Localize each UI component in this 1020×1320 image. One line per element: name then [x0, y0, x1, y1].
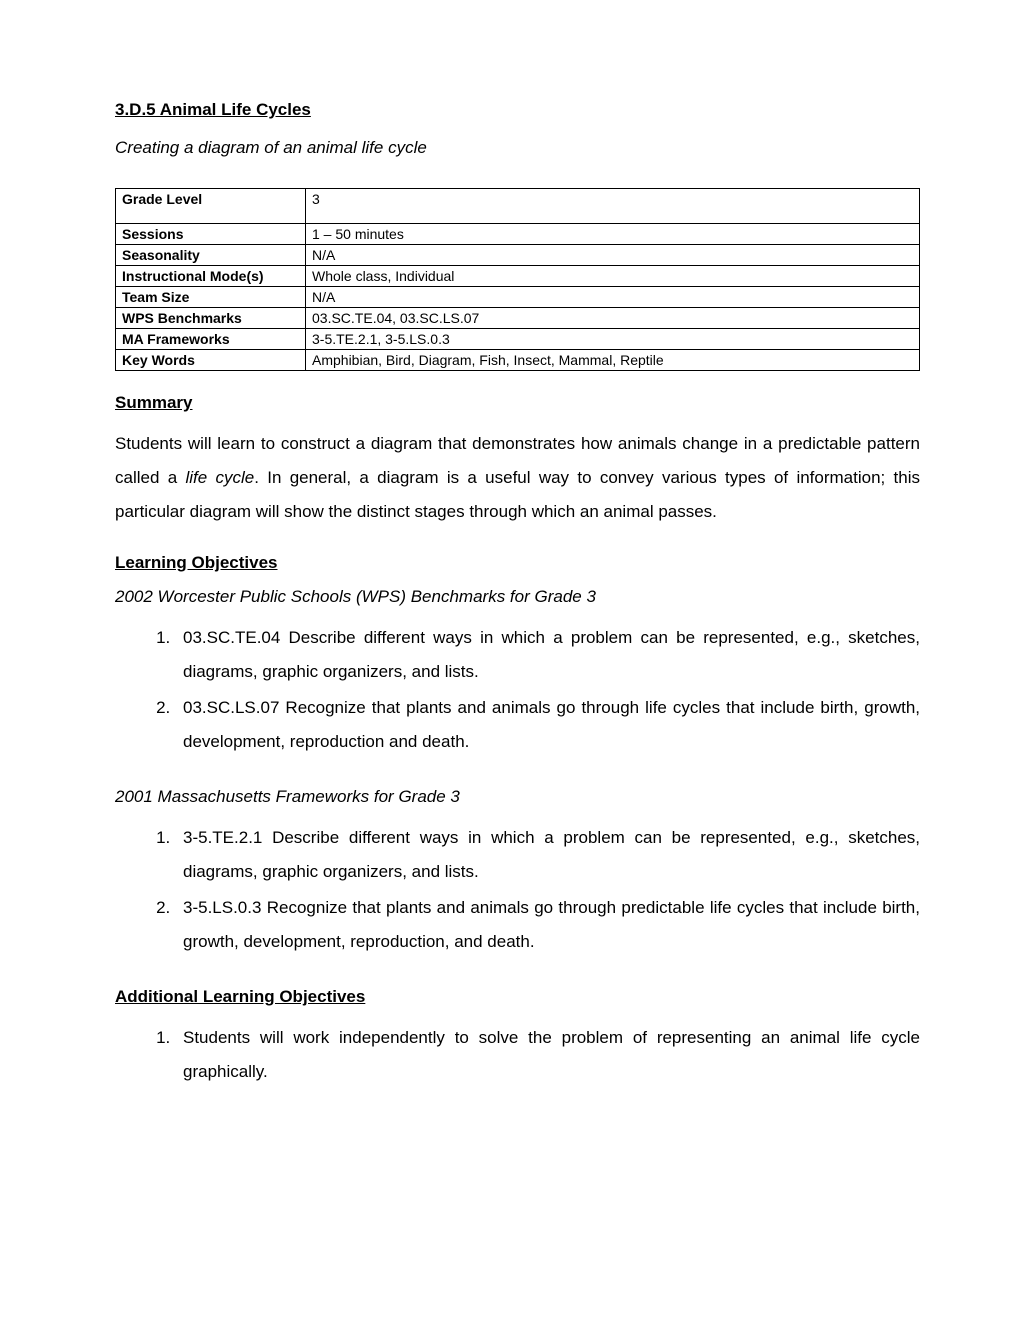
table-value-cell: 3	[306, 189, 920, 224]
additional-objectives-list: Students will work independently to solv…	[115, 1021, 920, 1089]
table-row: Key WordsAmphibian, Bird, Diagram, Fish,…	[116, 350, 920, 371]
list-item: 03.SC.TE.04 Describe different ways in w…	[175, 621, 920, 689]
list-item: 03.SC.LS.07 Recognize that plants and an…	[175, 691, 920, 759]
table-label-cell: Team Size	[116, 287, 306, 308]
summary-heading: Summary	[115, 393, 920, 413]
list-item: 3-5.LS.0.3 Recognize that plants and ani…	[175, 891, 920, 959]
table-label-cell: Key Words	[116, 350, 306, 371]
table-value-cell: N/A	[306, 245, 920, 266]
table-label-cell: MA Frameworks	[116, 329, 306, 350]
document-subtitle: Creating a diagram of an animal life cyc…	[115, 138, 920, 158]
table-value-cell: 1 – 50 minutes	[306, 224, 920, 245]
table-value-cell: 03.SC.TE.04, 03.SC.LS.07	[306, 308, 920, 329]
summary-italic-term: life cycle	[185, 468, 254, 487]
table-row: Sessions1 – 50 minutes	[116, 224, 920, 245]
list-item: Students will work independently to solv…	[175, 1021, 920, 1089]
table-label-cell: Seasonality	[116, 245, 306, 266]
table-value-cell: Amphibian, Bird, Diagram, Fish, Insect, …	[306, 350, 920, 371]
table-value-cell: N/A	[306, 287, 920, 308]
summary-text: Students will learn to construct a diagr…	[115, 427, 920, 529]
table-value-cell: 3-5.TE.2.1, 3-5.LS.0.3	[306, 329, 920, 350]
table-label-cell: WPS Benchmarks	[116, 308, 306, 329]
objectives-subheading: 2001 Massachusetts Frameworks for Grade …	[115, 787, 920, 807]
list-item: 3-5.TE.2.1 Describe different ways in wh…	[175, 821, 920, 889]
document-title: 3.D.5 Animal Life Cycles	[115, 100, 920, 120]
table-row: Team SizeN/A	[116, 287, 920, 308]
table-row: Grade Level3	[116, 189, 920, 224]
table-row: SeasonalityN/A	[116, 245, 920, 266]
additional-objectives-heading: Additional Learning Objectives	[115, 987, 920, 1007]
table-row: Instructional Mode(s)Whole class, Indivi…	[116, 266, 920, 287]
learning-objectives-heading: Learning Objectives	[115, 553, 920, 573]
table-label-cell: Grade Level	[116, 189, 306, 224]
table-label-cell: Instructional Mode(s)	[116, 266, 306, 287]
objectives-subheading: 2002 Worcester Public Schools (WPS) Benc…	[115, 587, 920, 607]
info-table: Grade Level3Sessions1 – 50 minutesSeason…	[115, 188, 920, 371]
table-label-cell: Sessions	[116, 224, 306, 245]
objectives-list: 3-5.TE.2.1 Describe different ways in wh…	[115, 821, 920, 959]
objectives-list: 03.SC.TE.04 Describe different ways in w…	[115, 621, 920, 759]
table-row: WPS Benchmarks03.SC.TE.04, 03.SC.LS.07	[116, 308, 920, 329]
table-value-cell: Whole class, Individual	[306, 266, 920, 287]
table-row: MA Frameworks3-5.TE.2.1, 3-5.LS.0.3	[116, 329, 920, 350]
